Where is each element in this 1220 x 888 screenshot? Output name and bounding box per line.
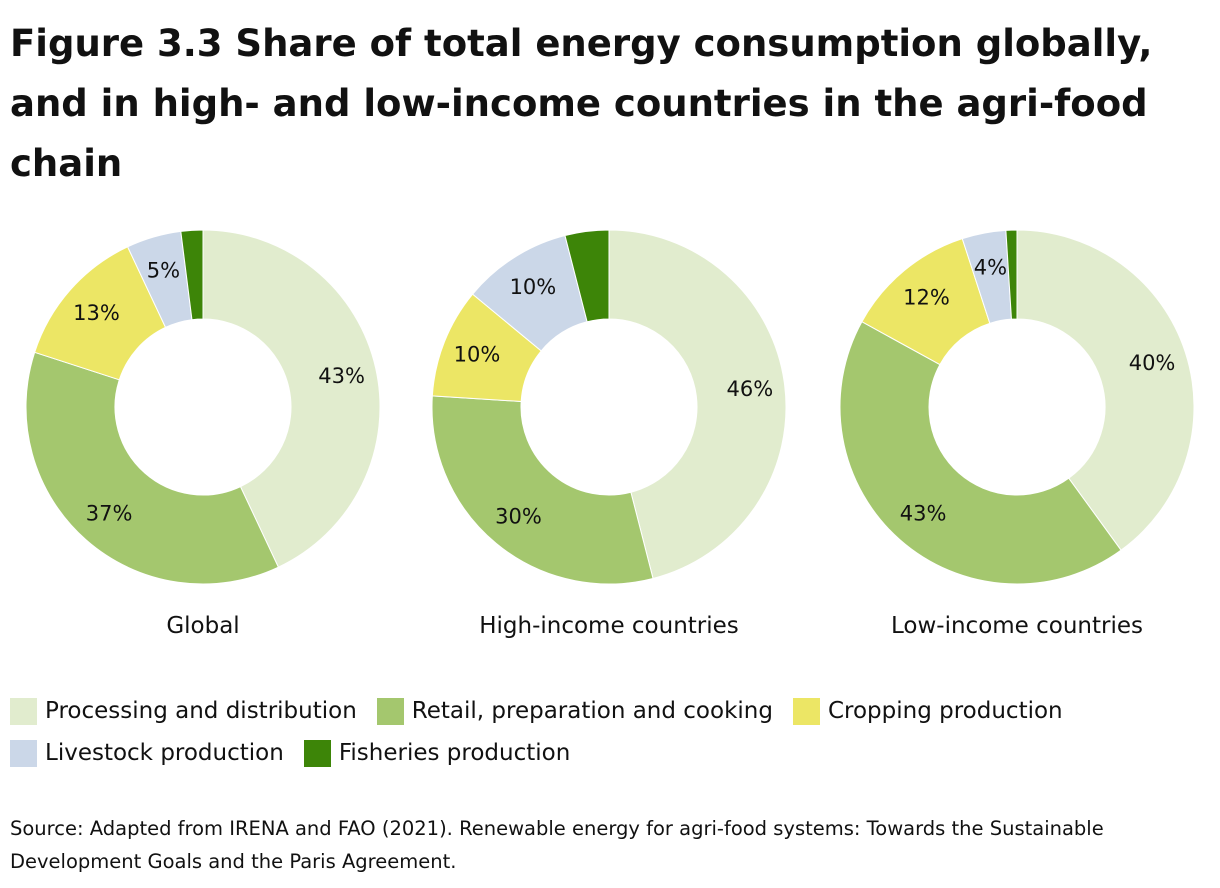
slice-processing [1016,229,1195,551]
slice-fisheries [180,229,204,321]
legend-swatch-fisheries [303,739,331,767]
legend: Processing and distribution Retail, prep… [10,690,1210,774]
data-label-livestock: 5% [147,259,180,283]
legend-label-cropping: Cropping production [827,698,1063,724]
chart-caption: High-income countries [479,613,739,639]
donut-2: 40% 43% 12% 4% Low-income countries [839,229,1195,639]
data-label-processing: 40% [1129,351,1176,375]
data-label-cropping: 13% [73,301,120,325]
legend-swatch-livestock [10,739,37,767]
legend-label-processing: Processing and distribution [45,698,357,724]
slice-retail [431,395,654,585]
legend-row-2: Livestock production Fisheries productio… [10,732,1210,774]
slice-fisheries [1005,229,1018,320]
donut-1: 46% 30% 10% 10% High-income countries [431,229,787,639]
data-label-livestock: 4% [974,256,1007,280]
legend-swatch-retail [376,697,404,725]
legend-label-livestock: Livestock production [45,740,284,766]
legend-item-livestock: Livestock production [10,739,284,767]
donut-0: 43% 37% 13% 5% Global [25,229,381,639]
data-label-cropping: 10% [454,343,501,367]
data-label-retail: 37% [86,502,133,526]
data-label-cropping: 12% [903,286,950,310]
legend-item-retail: Retail, preparation and cooking [376,697,773,725]
legend-item-processing: Processing and distribution [10,697,357,725]
data-label-processing: 43% [318,364,365,388]
slice-processing [608,229,787,580]
source-note: Source: Adapted from IRENA and FAO (2021… [10,817,1104,873]
data-label-livestock: 10% [510,275,557,299]
data-label-retail: 30% [495,504,542,528]
slice-retail [839,321,1122,585]
data-label-retail: 43% [900,502,947,526]
slice-retail [25,351,280,585]
legend-item-cropping: Cropping production [792,697,1063,725]
legend-swatch-cropping [792,697,820,725]
slice-fisheries [564,229,610,323]
legend-label-retail: Retail, preparation and cooking [411,698,773,724]
legend-label-fisheries: Fisheries production [338,740,571,766]
legend-item-fisheries: Fisheries production [303,739,571,767]
chart-caption: Low-income countries [891,613,1143,639]
data-label-processing: 46% [727,377,774,401]
slice-processing [202,229,381,568]
donut-charts: 43% 37% 13% 5% Global 46% 30% 10% 10% High-income… [25,229,1195,639]
chart-caption: Global [166,613,239,639]
legend-swatch-processing [10,697,37,725]
figure-title: Figure 3.3 Share of total energy consump… [10,22,1153,185]
legend-row-1: Processing and distribution Retail, prep… [10,690,1210,732]
